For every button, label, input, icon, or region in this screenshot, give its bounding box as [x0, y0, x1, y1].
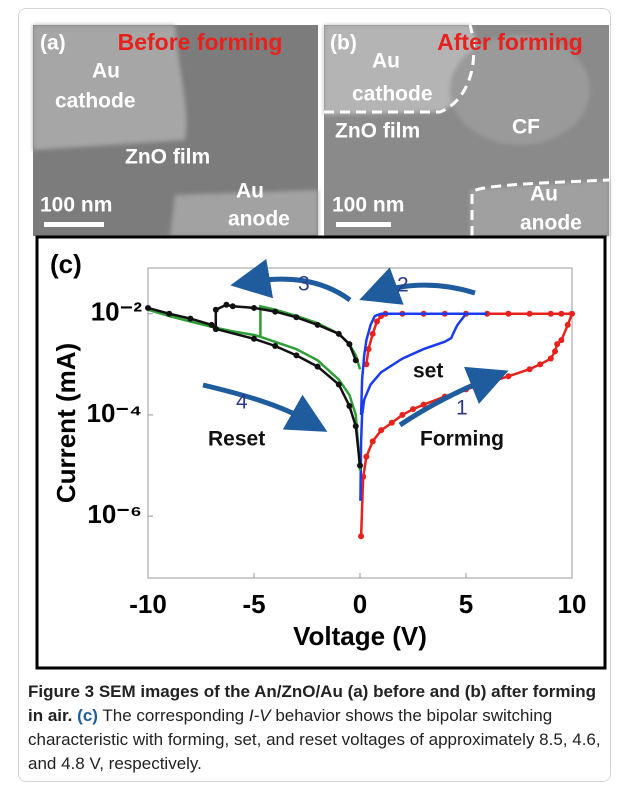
point — [315, 322, 321, 328]
point — [548, 356, 554, 362]
scale-bar-label: 100 nm — [332, 194, 404, 217]
annotation: 3 — [298, 273, 310, 296]
point — [374, 319, 380, 325]
point — [213, 326, 219, 332]
annotation: Reset — [208, 428, 265, 451]
point — [399, 412, 405, 418]
scale-bar-label: 100 nm — [40, 194, 112, 217]
sem-label: ZnO film — [125, 146, 210, 169]
point — [558, 337, 564, 343]
point — [548, 311, 554, 317]
point — [336, 381, 342, 387]
y-tick-label: 10⁻⁶ — [87, 499, 142, 529]
point — [505, 373, 511, 379]
sem-label: anode — [520, 212, 582, 235]
point — [505, 311, 511, 317]
sem-label: cathode — [55, 90, 136, 113]
sem-panel-b: (b) After forming Au cathode ZnO film CF… — [324, 25, 609, 236]
point — [552, 348, 558, 354]
sem-label: Au — [236, 180, 264, 203]
page: { "panels": [ {"label": "(a)", "title": … — [0, 0, 627, 790]
x-tick-label: 10 — [558, 589, 587, 619]
panel-title: After forming — [437, 29, 583, 55]
point — [272, 309, 278, 315]
point — [569, 311, 575, 317]
x-tick-label: 5 — [459, 589, 473, 619]
point — [293, 314, 299, 320]
point — [363, 454, 369, 460]
point — [187, 316, 193, 322]
point — [357, 463, 363, 469]
y-tick-label: 10⁻² — [91, 297, 143, 327]
panel-title: Before forming — [118, 29, 283, 55]
sem-label: CF — [512, 116, 540, 139]
caption-text: The corresponding — [102, 706, 244, 725]
point — [358, 533, 364, 539]
caption-ref: (c) — [77, 706, 98, 725]
panel-label: (c) — [50, 249, 82, 279]
point — [527, 311, 533, 317]
sem-panel-a: (a) Before forming Au cathode ZnO film A… — [33, 25, 318, 236]
sem-label: ZnO film — [335, 120, 420, 143]
annotation: 4 — [236, 391, 248, 414]
point — [346, 403, 352, 409]
point — [378, 427, 384, 433]
panel-label: (a) — [40, 32, 66, 55]
x-tick-label: -5 — [242, 589, 265, 619]
point — [272, 343, 278, 349]
sem-label: Au — [530, 183, 558, 206]
point — [145, 305, 151, 311]
point — [293, 352, 299, 358]
sem-label: anode — [228, 208, 290, 231]
point — [336, 331, 342, 337]
x-axis-title: Voltage (V) — [293, 621, 427, 651]
sem-label: Au — [372, 50, 400, 73]
panel-label: (b) — [330, 32, 357, 55]
annotation: Forming — [420, 428, 504, 451]
point — [251, 336, 257, 342]
annotation: set — [413, 360, 443, 383]
x-tick-label: -10 — [129, 589, 167, 619]
sem-label: Au — [92, 60, 120, 83]
annotation: 1 — [456, 397, 468, 420]
point — [370, 331, 376, 337]
annotation: 2 — [397, 274, 409, 297]
caption: Figure 3 SEM images of the An/ZnO/Au (a)… — [28, 680, 608, 776]
y-axis-title: Current (mA) — [51, 343, 81, 503]
point — [213, 307, 219, 313]
point — [527, 366, 533, 372]
y-tick-label: 10⁻⁴ — [86, 398, 142, 428]
point — [565, 322, 571, 328]
point — [410, 406, 416, 412]
point — [353, 423, 359, 429]
point — [537, 361, 543, 367]
point — [166, 311, 172, 317]
point — [370, 438, 376, 444]
caption-italic: I-V — [249, 706, 271, 725]
point — [315, 364, 321, 370]
point — [251, 305, 257, 311]
point — [389, 420, 395, 426]
figure: (a) Before forming Au cathode ZnO film A… — [0, 0, 627, 675]
point — [346, 341, 352, 347]
point — [353, 357, 359, 363]
point — [223, 302, 229, 308]
point — [558, 311, 564, 317]
x-tick-label: 0 — [353, 589, 367, 619]
point — [230, 303, 236, 309]
sem-label: cathode — [352, 83, 433, 106]
